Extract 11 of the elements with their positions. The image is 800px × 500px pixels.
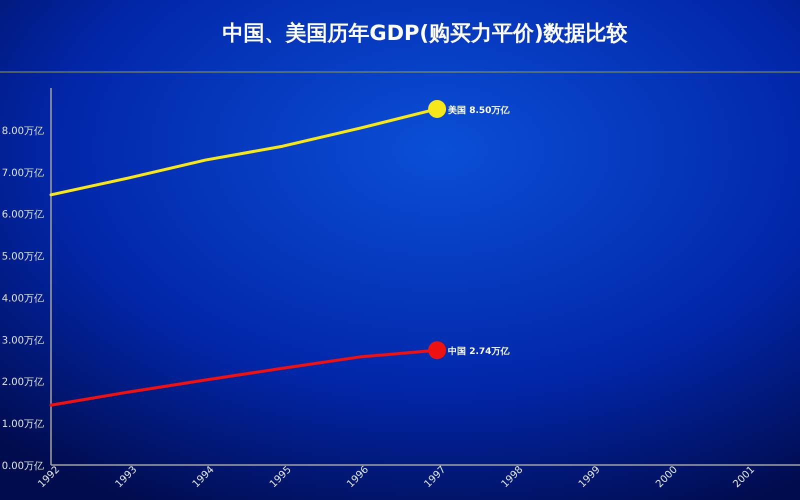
y-tick-label: 2.00万亿 <box>2 377 44 388</box>
y-tick-label: 7.00万亿 <box>2 168 44 179</box>
y-tick-label: 4.00万亿 <box>2 293 44 304</box>
y-tick-label: 5.00万亿 <box>2 252 44 263</box>
data-label: 美国 8.50万亿 <box>447 104 510 116</box>
y-tick-label: 8.00万亿 <box>2 126 44 137</box>
data-label: 中国 2.74万亿 <box>448 346 510 358</box>
chart-title: 中国、美国历年GDP(购买力平价)数据比较 <box>222 21 629 45</box>
y-tick-label: 1.00万亿 <box>2 419 44 430</box>
y-tick-label: 3.00万亿 <box>2 335 44 346</box>
y-tick-label: 6.00万亿 <box>2 210 44 221</box>
